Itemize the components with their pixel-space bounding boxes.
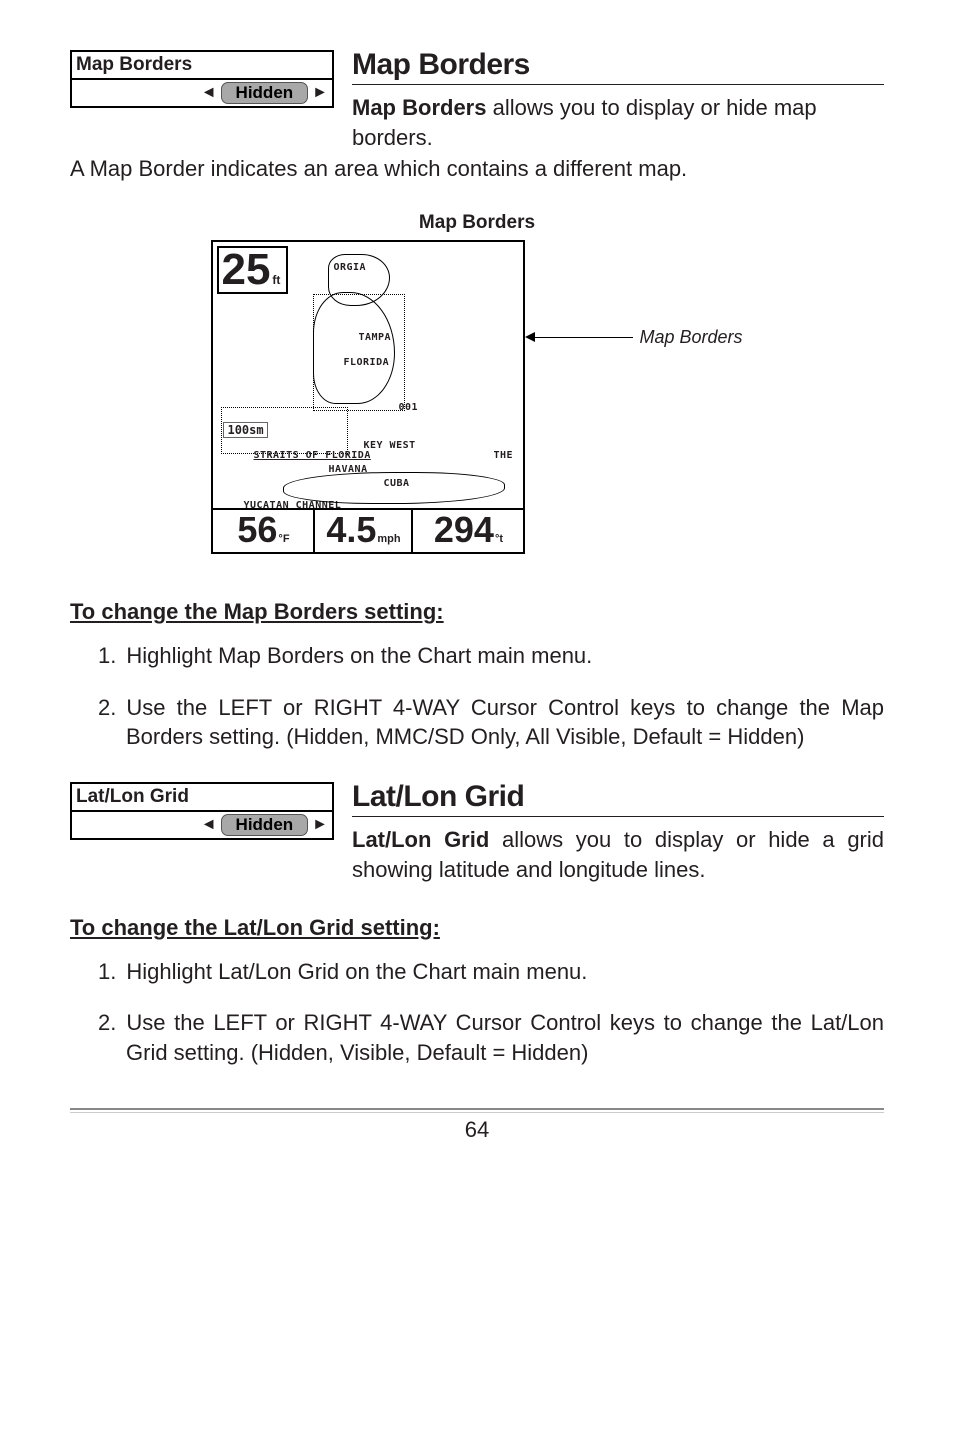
arrow-left-icon: ◄ bbox=[201, 816, 217, 834]
map-label: 001 bbox=[398, 402, 418, 413]
map-label: TAMPA bbox=[358, 332, 391, 343]
section1-steps: Highlight Map Borders on the Chart main … bbox=[70, 641, 884, 752]
menu-title: Map Borders bbox=[72, 52, 332, 80]
title-rule bbox=[352, 816, 884, 817]
map-screenshot: 25 ft ORGIA TAMPA FLORIDA 001 KEY WEST S… bbox=[211, 240, 525, 554]
page-footer: 64 bbox=[70, 1108, 884, 1143]
status-bar: 56°F 4.5mph 294°t bbox=[213, 508, 523, 552]
section1-title: Map Borders bbox=[352, 50, 884, 80]
depth-value: 25 bbox=[221, 248, 270, 292]
section1-header: Map Borders ◄ Hidden ► Map Borders Map B… bbox=[70, 50, 884, 152]
section1-subhead: To change the Map Borders setting: bbox=[70, 599, 884, 625]
lead-continuation: A Map Border indicates an area which con… bbox=[70, 154, 884, 184]
map-borders-figure: Map Borders 25 ft ORGIA TAMPA FLORIDA 00… bbox=[70, 212, 884, 559]
step: Highlight Lat/Lon Grid on the Chart main… bbox=[70, 957, 884, 987]
map-borders-menu-widget: Map Borders ◄ Hidden ► bbox=[70, 50, 334, 108]
figure-caption: Map Borders bbox=[70, 212, 884, 234]
section2-steps: Highlight Lat/Lon Grid on the Chart main… bbox=[70, 957, 884, 1068]
map-label: FLORIDA bbox=[343, 357, 389, 368]
menu-value-row: ◄ Hidden ► bbox=[72, 812, 332, 838]
range-readout: 100sm bbox=[223, 422, 267, 438]
temp-unit: °F bbox=[278, 533, 289, 545]
land-shape bbox=[283, 472, 505, 504]
speed-value: 4.5 bbox=[326, 510, 376, 550]
lead-bold: Map Borders bbox=[352, 95, 486, 120]
depth-unit: ft bbox=[272, 273, 280, 287]
section2-title: Lat/Lon Grid bbox=[352, 782, 884, 812]
arrow-right-icon: ► bbox=[312, 84, 328, 102]
callout: Map Borders bbox=[525, 327, 742, 348]
callout-label: Map Borders bbox=[639, 327, 742, 348]
depth-readout: 25 ft bbox=[217, 246, 288, 294]
latlon-menu-widget: Lat/Lon Grid ◄ Hidden ► bbox=[70, 782, 334, 840]
title-rule bbox=[352, 84, 884, 85]
section2-header: Lat/Lon Grid ◄ Hidden ► Lat/Lon Grid Lat… bbox=[70, 782, 884, 884]
map-border-box bbox=[313, 294, 405, 411]
map-label: KEY WEST bbox=[363, 440, 415, 451]
section2-subhead: To change the Lat/Lon Grid setting: bbox=[70, 915, 884, 941]
heading-value: 294 bbox=[434, 510, 494, 550]
temp-readout: 56°F bbox=[213, 510, 315, 552]
step: Highlight Map Borders on the Chart main … bbox=[70, 641, 884, 671]
heading-readout: 294°t bbox=[413, 510, 523, 552]
lead-bold: Lat/Lon Grid bbox=[352, 827, 489, 852]
temp-value: 56 bbox=[237, 510, 277, 550]
map-label: ORGIA bbox=[333, 262, 366, 273]
page-number: 64 bbox=[465, 1117, 489, 1142]
arrow-right-icon: ► bbox=[312, 816, 328, 834]
map-label: STRAITS OF FLORIDA bbox=[253, 450, 370, 461]
step: Use the LEFT or RIGHT 4-WAY Cursor Contr… bbox=[70, 1008, 884, 1067]
menu-value: Hidden bbox=[221, 814, 309, 836]
heading-unit: °t bbox=[495, 533, 503, 545]
map-label: THE bbox=[493, 450, 513, 461]
callout-line bbox=[533, 337, 633, 338]
step: Use the LEFT or RIGHT 4-WAY Cursor Contr… bbox=[70, 693, 884, 752]
menu-value: Hidden bbox=[221, 82, 309, 104]
speed-unit: mph bbox=[377, 533, 400, 545]
arrow-left-icon: ◄ bbox=[201, 84, 217, 102]
footer-rule bbox=[70, 1108, 884, 1113]
menu-title: Lat/Lon Grid bbox=[72, 784, 332, 812]
speed-readout: 4.5mph bbox=[315, 510, 413, 552]
menu-value-row: ◄ Hidden ► bbox=[72, 80, 332, 106]
lead-text: Map Borders allows you to display or hid… bbox=[352, 95, 817, 150]
lead-text: Lat/Lon Grid allows you to display or hi… bbox=[352, 825, 884, 884]
